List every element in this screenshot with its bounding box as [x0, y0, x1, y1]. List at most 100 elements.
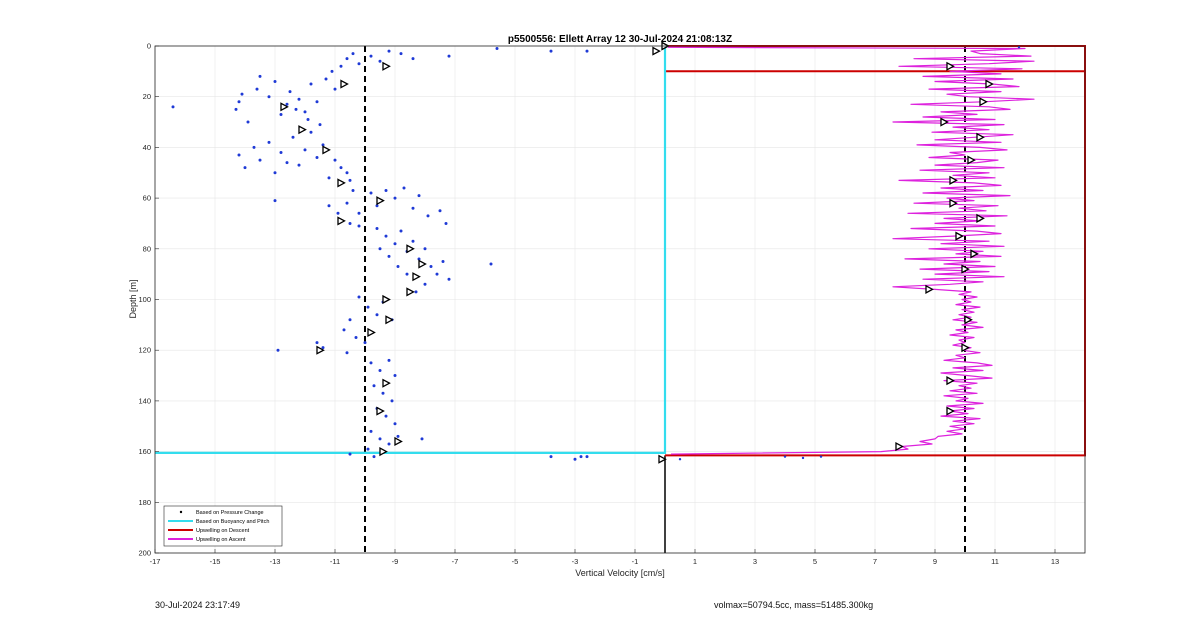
grid	[154, 45, 1085, 554]
pressure-change-point	[420, 437, 424, 441]
y-axis: 0 20 40 60 80 100 120 140 160 180 200	[138, 42, 159, 558]
pressure-change-point	[405, 272, 409, 276]
x-tick-label: -7	[452, 557, 459, 566]
pressure-change-point	[372, 455, 376, 459]
pressure-change-point	[288, 90, 292, 94]
ascent-marker	[946, 376, 955, 386]
y-tick-label: 80	[143, 244, 151, 253]
pressure-change-point	[387, 358, 391, 362]
pressure-change-point	[345, 201, 349, 205]
pressure-change-point	[246, 120, 250, 124]
pressure-change-point	[171, 105, 175, 109]
ascent-marker	[961, 343, 970, 353]
ascent-marker	[955, 231, 964, 241]
pressure-change-point	[393, 422, 397, 426]
pressure-change-point	[339, 166, 343, 170]
pressure-change-point	[243, 166, 247, 170]
pressure-change-point	[252, 145, 256, 149]
x-tick-label: 11	[991, 557, 999, 566]
pressure-change-marker	[412, 272, 421, 282]
pressure-change-point	[309, 130, 313, 134]
pressure-change-point	[444, 221, 448, 225]
pressure-change-point	[387, 254, 391, 258]
pressure-change-point	[366, 305, 370, 309]
pressure-change-point	[417, 194, 421, 198]
pressure-change-point	[378, 368, 382, 372]
pressure-change-point	[435, 272, 439, 276]
pressure-change-point	[387, 442, 391, 446]
pressure-change-point	[411, 239, 415, 243]
pressure-change-marker	[385, 315, 394, 325]
pressure-change-point	[387, 49, 391, 53]
ascent-marker	[970, 249, 979, 259]
pressure-change-point	[276, 348, 280, 352]
pressure-change-point	[315, 156, 319, 160]
ascent-upwelling-line	[667, 46, 1035, 455]
pressure-change-point	[417, 257, 421, 261]
pressure-change-point	[375, 204, 379, 208]
pressure-change-point	[345, 57, 349, 61]
x-tick-label: 1	[693, 557, 697, 566]
pressure-change-point	[267, 95, 271, 99]
pressure-change-point	[378, 247, 382, 251]
pressure-change-point	[348, 452, 352, 456]
pressure-change-point	[573, 458, 577, 461]
pressure-change-marker	[316, 345, 325, 355]
pressure-change-point	[258, 158, 262, 162]
y-tick-label: 160	[138, 447, 151, 456]
ascent-marker	[979, 97, 988, 107]
pressure-change-marker	[406, 287, 415, 297]
pressure-change-point	[414, 290, 418, 294]
pressure-change-point	[393, 242, 397, 246]
x-axis: -17 -15 -13 -11 -9 -7 -5 -3 -1 1 3 5 7 9 11 13	[150, 549, 1059, 566]
footer-info: volmax=50794.5cc, mass=51485.300kg	[714, 600, 874, 610]
pressure-change-point	[585, 455, 589, 459]
x-axis-label: Vertical Velocity [cm/s]	[575, 568, 665, 578]
x-tick-label: 3	[753, 557, 757, 566]
pressure-change-point	[378, 59, 382, 63]
pressure-change-point	[234, 107, 238, 111]
pressure-change-point	[369, 54, 373, 58]
pressure-change-point	[309, 82, 313, 86]
y-tick-label: 180	[138, 498, 151, 507]
pressure-change-point	[294, 107, 298, 111]
pressure-change-point	[579, 455, 583, 459]
pressure-change-point	[273, 199, 277, 203]
ascent-marker	[895, 441, 904, 452]
pressure-change-point	[357, 295, 361, 299]
pressure-change-point	[369, 429, 373, 433]
pressure-change-marker	[280, 102, 289, 112]
ascent-marker	[976, 132, 985, 142]
pressure-change-marker	[376, 406, 385, 416]
pressure-change-point	[489, 262, 493, 266]
pressure-change-point	[357, 211, 361, 215]
pressure-change-point	[447, 277, 451, 281]
ascent-marker	[961, 264, 970, 274]
pressure-change-point	[375, 313, 379, 317]
pressure-change-point	[297, 163, 301, 167]
pressure-change-marker	[652, 46, 661, 56]
pressure-change-point	[549, 49, 553, 53]
pressure-change-marker	[658, 454, 667, 464]
pressure-change-point	[438, 209, 442, 213]
pressure-change-point	[315, 341, 319, 345]
pressure-change-point	[291, 135, 295, 139]
pressure-change-marker	[337, 178, 346, 188]
pressure-change-point	[357, 62, 361, 66]
pressure-change-point	[324, 77, 328, 81]
legend: Based on Pressure Change Based on Buoyan…	[163, 505, 283, 547]
pressure-change-point	[384, 234, 388, 238]
pressure-change-point	[801, 456, 805, 460]
pressure-change-point	[306, 118, 310, 122]
pressure-change-point	[423, 282, 427, 286]
pressure-change-point	[399, 52, 403, 56]
pressure-change-point	[336, 211, 340, 215]
pressure-change-point	[273, 171, 277, 175]
ascent-marker	[946, 406, 955, 416]
pressure-change-point	[384, 188, 388, 192]
pressure-change-point	[378, 437, 382, 441]
pressure-change-point	[390, 399, 394, 403]
ascent-marker	[985, 79, 994, 89]
ascent-marker	[940, 117, 949, 127]
